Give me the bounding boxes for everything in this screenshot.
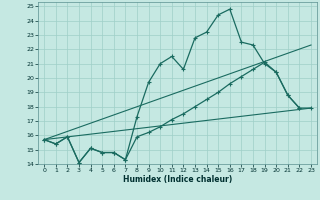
- X-axis label: Humidex (Indice chaleur): Humidex (Indice chaleur): [123, 175, 232, 184]
